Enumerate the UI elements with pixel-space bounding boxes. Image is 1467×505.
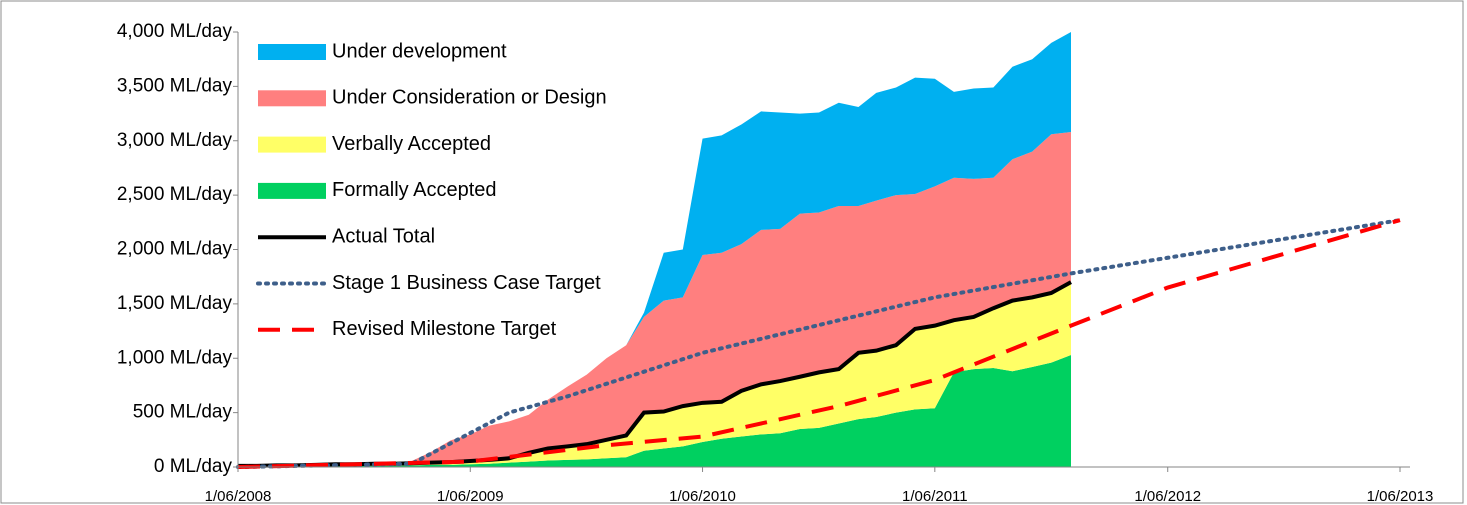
legend-label: Verbally Accepted — [332, 133, 491, 155]
y-tick-label: 3,500 ML/day — [117, 75, 233, 96]
y-tick-label: 0 ML/day — [154, 456, 233, 477]
x-tick-label: 1/06/2013 — [1367, 488, 1434, 505]
y-tick-label: 2,000 ML/day — [117, 239, 233, 260]
y-tick-label: 4,000 ML/day — [117, 21, 233, 42]
y-tick-label: 500 ML/day — [133, 402, 233, 423]
legend-swatch — [258, 44, 326, 60]
area — [238, 282, 1071, 467]
legend-label: Revised Milestone Target — [332, 318, 557, 340]
legend-swatch — [258, 136, 326, 153]
legend-label: Under development — [332, 40, 507, 62]
line — [237, 218, 1401, 469]
y-tick-label: 1,500 ML/day — [117, 293, 233, 314]
y-tick-label: 2,500 ML/day — [117, 184, 233, 205]
legend-label: Stage 1 Business Case Target — [332, 272, 601, 294]
area — [238, 354, 1071, 467]
area — [238, 132, 1071, 466]
area — [238, 32, 1071, 466]
x-tick-label: 1/06/2011 — [902, 488, 968, 505]
line — [236, 218, 1402, 469]
legend-swatch — [258, 182, 326, 199]
x-tick-label: 1/06/2010 — [669, 488, 736, 505]
y-tick-label: 1,000 ML/day — [117, 347, 233, 368]
x-tick-label: 1/06/2008 — [205, 488, 272, 505]
x-tick-label: 1/06/2009 — [437, 488, 504, 505]
legend-label: Formally Accepted — [332, 179, 497, 201]
legend-swatch — [258, 90, 326, 107]
y-tick-label: 3,000 ML/day — [117, 130, 233, 151]
legend-label: Under Consideration or Design — [332, 87, 607, 109]
legend-label: Actual Total — [332, 225, 435, 247]
x-tick-label: 1/06/2012 — [1134, 488, 1201, 505]
